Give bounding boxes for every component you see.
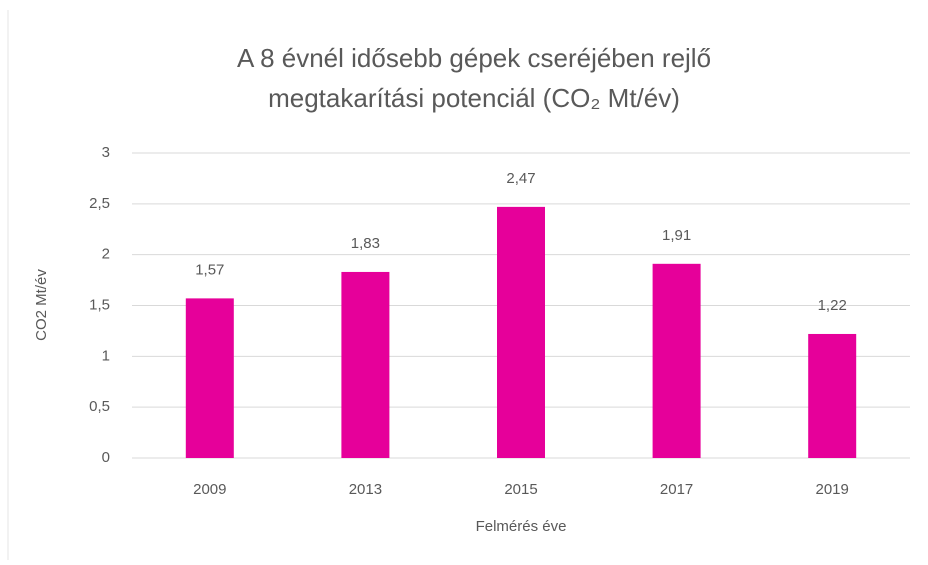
y-tick-label: 2 xyxy=(102,246,110,263)
x-tick-label: 2015 xyxy=(504,481,537,498)
x-axis-label: Felmérés éve xyxy=(476,518,567,535)
data-label: 1,22 xyxy=(818,297,847,314)
bar xyxy=(652,263,701,458)
y-tick-label: 1 xyxy=(102,347,110,364)
y-axis-label: CO2 Mt/év xyxy=(33,269,50,341)
data-label: 1,83 xyxy=(351,235,380,252)
bar xyxy=(497,206,545,458)
y-tick-label: 1,5 xyxy=(89,296,110,313)
bar xyxy=(808,333,857,458)
x-tick-label: 2017 xyxy=(660,481,693,498)
x-tick-label: 2009 xyxy=(193,481,226,498)
y-tick-label: 0,5 xyxy=(89,398,110,415)
y-tick-label: 3 xyxy=(102,144,110,161)
data-label: 1,57 xyxy=(195,261,224,278)
chart-title: A 8 évnél idősebb gépek cseréjében rejlő… xyxy=(236,43,712,113)
data-label: 2,47 xyxy=(506,170,535,187)
x-tick-label: 2019 xyxy=(816,481,849,498)
bar xyxy=(341,271,390,458)
y-tick-label: 0 xyxy=(102,449,110,466)
bar xyxy=(185,298,234,458)
x-tick-label: 2013 xyxy=(349,481,382,498)
y-tick-label: 2,5 xyxy=(89,195,110,212)
data-label: 1,91 xyxy=(662,227,691,244)
